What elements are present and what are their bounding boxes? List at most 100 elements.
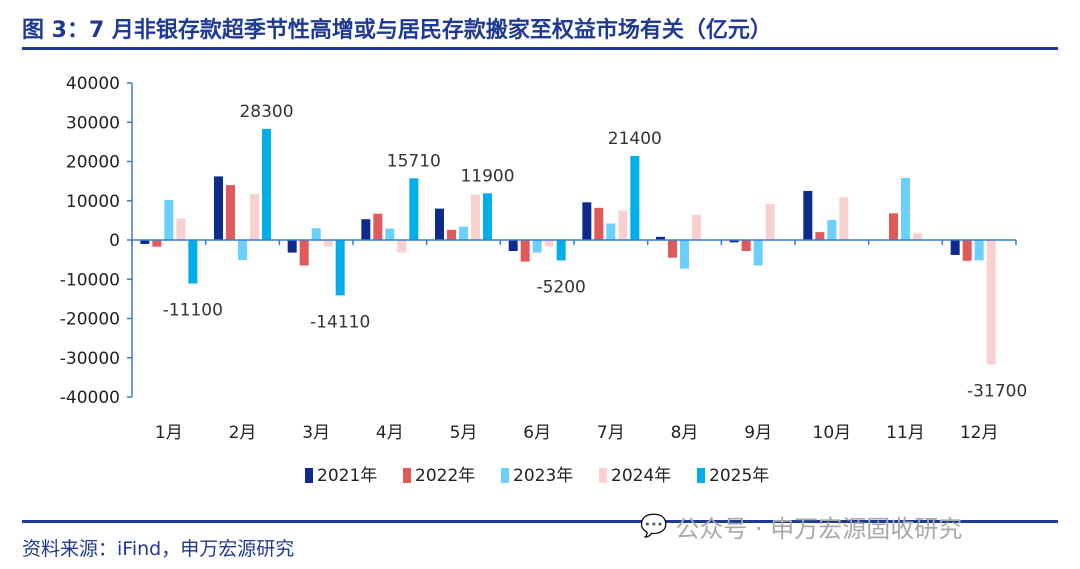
- data-label: -14110: [310, 312, 370, 332]
- bar: [176, 218, 186, 240]
- bar: [508, 240, 518, 251]
- x-tick-label: 4月: [376, 423, 404, 443]
- bar: [459, 226, 468, 240]
- bar: [827, 219, 837, 240]
- y-tick-label: -10000: [60, 270, 120, 290]
- bar: [226, 185, 235, 240]
- bar: [692, 214, 701, 240]
- bar: [974, 240, 984, 261]
- bar: [753, 240, 763, 266]
- data-label: -5200: [536, 277, 585, 297]
- x-tick-label: 10月: [813, 423, 852, 443]
- y-tick-label: 10000: [66, 192, 120, 212]
- bar: [323, 240, 333, 247]
- legend-swatch: [305, 468, 313, 483]
- bar: [532, 240, 542, 253]
- data-label: -11100: [163, 301, 223, 321]
- y-tick-label: 30000: [66, 113, 120, 133]
- bar: [435, 208, 444, 240]
- bar: [668, 240, 677, 258]
- bar: [950, 240, 960, 255]
- bar: [913, 233, 922, 240]
- x-tick-label: 9月: [744, 423, 772, 443]
- x-tick-label: 1月: [155, 423, 183, 443]
- bar: [447, 229, 456, 240]
- bar: [618, 210, 628, 240]
- bar: [385, 228, 395, 240]
- x-tick-label: 5月: [450, 423, 478, 443]
- wechat-icon: 💬: [640, 514, 668, 539]
- y-tick-label: 20000: [66, 153, 120, 173]
- figure-title: 图 3：7 月非银存款超季节性高增或与居民存款搬家至权益市场有关（亿元）: [22, 18, 772, 43]
- data-label: 21400: [608, 129, 662, 149]
- bar: [839, 197, 849, 240]
- legend-label: 2022年: [415, 466, 475, 486]
- x-tick-label: 8月: [671, 423, 699, 443]
- footer-rule: [22, 520, 1058, 523]
- bar: [311, 228, 321, 240]
- x-tick-label: 7月: [597, 423, 625, 443]
- bar: [729, 240, 739, 243]
- bar: [901, 177, 910, 240]
- source-note: 资料来源：iFind，申万宏源研究: [22, 538, 295, 560]
- watermark-text: 公众号 · 申万宏源固收研究: [675, 515, 963, 543]
- legend-label: 2023年: [513, 466, 573, 486]
- bar: [986, 240, 996, 365]
- bar: [520, 240, 530, 262]
- bar: [164, 199, 174, 240]
- bar: [188, 240, 198, 284]
- legend-label: 2021年: [317, 466, 377, 486]
- bar: [471, 194, 480, 240]
- bar: [962, 240, 972, 261]
- y-tick-label: 40000: [66, 74, 120, 94]
- bar: [140, 240, 150, 244]
- legend-label: 2025年: [709, 466, 769, 486]
- bar: [409, 178, 419, 240]
- data-label: 28300: [239, 102, 293, 122]
- bar: [765, 203, 775, 240]
- bar: [606, 223, 616, 240]
- bar: [889, 213, 898, 240]
- data-label: -31700: [967, 381, 1027, 401]
- bar: [361, 219, 371, 240]
- bar: [594, 207, 604, 240]
- bar: [656, 236, 665, 240]
- watermark: 💬 公众号 · 申万宏源固收研究: [640, 509, 962, 544]
- data-label: 15710: [387, 151, 441, 171]
- bar: [803, 190, 813, 240]
- bar: [373, 213, 383, 240]
- legend-swatch: [697, 468, 705, 483]
- y-tick-label: 0: [109, 231, 120, 251]
- y-tick-label: -20000: [60, 310, 120, 330]
- bar: [630, 156, 640, 240]
- bar: [680, 240, 689, 269]
- bar: [287, 240, 297, 253]
- y-tick-label: -40000: [60, 388, 120, 408]
- x-tick-label: 12月: [960, 423, 999, 443]
- bar: [238, 240, 247, 261]
- bar: [335, 240, 345, 296]
- bar: [397, 240, 407, 253]
- title-rule: [22, 47, 1058, 50]
- bar: [556, 240, 566, 261]
- y-tick-label: -30000: [60, 349, 120, 369]
- bar: [815, 232, 825, 240]
- x-tick-label: 3月: [302, 423, 330, 443]
- legend-swatch: [403, 468, 411, 483]
- bar: [582, 202, 592, 240]
- bar: [214, 176, 223, 240]
- bar: [262, 128, 271, 240]
- x-tick-label: 6月: [523, 423, 551, 443]
- bar: [152, 240, 162, 247]
- x-tick-label: 2月: [229, 423, 257, 443]
- bar: [250, 194, 259, 240]
- legend-swatch: [599, 468, 607, 483]
- bar: [544, 240, 554, 247]
- legend-label: 2024年: [611, 466, 671, 486]
- bar: [741, 240, 751, 251]
- legend-swatch: [501, 468, 509, 483]
- bar: [299, 240, 309, 266]
- data-label: 11900: [460, 166, 514, 186]
- bar: [483, 193, 492, 240]
